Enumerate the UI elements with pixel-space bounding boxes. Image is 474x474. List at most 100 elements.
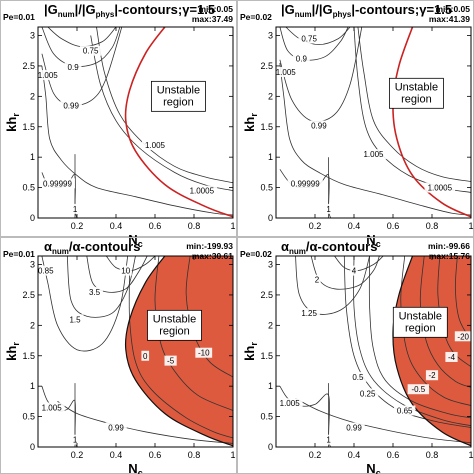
contour-label-7: 0.99999: [291, 179, 320, 188]
region-label-line-2: region: [163, 96, 194, 108]
y-tick-label-7: 3: [30, 31, 35, 41]
contour-label-bg: [79, 45, 102, 56]
contour-label-bg: [142, 140, 168, 151]
region-label-line-2: region: [159, 325, 190, 337]
unstable-region-fill: [392, 256, 471, 446]
region-label-box: [392, 306, 448, 338]
x-tick-label-4: 0.8: [426, 221, 439, 231]
contour-label-3: 0.99: [63, 101, 79, 110]
y-tick-label-3: 1: [268, 381, 273, 391]
y-tick-label-3: 1: [30, 152, 35, 162]
stability-boundary: [392, 27, 471, 218]
contour-label-7: 0.99999: [43, 179, 72, 188]
contour-label-bg: [276, 398, 303, 409]
x-tick-label-4: 0.8: [426, 450, 439, 460]
max-value: max:37.49: [192, 14, 233, 24]
contour-label-bg: [105, 422, 127, 433]
contour-label-bg: [360, 149, 387, 160]
contour-label-bg: [454, 331, 471, 342]
contour-line-2: [41, 27, 121, 67]
panel-title: αnum/α-contours: [281, 239, 377, 256]
x-axis-label: Nc: [366, 232, 380, 249]
contour-label-bg: [292, 53, 310, 64]
contour-label-2: 0.9: [68, 63, 80, 72]
contour-label-bg: [350, 265, 358, 276]
contour-label-3: 1.5: [69, 315, 81, 324]
contour-label-bg: [324, 203, 333, 214]
contour-label-bg: [349, 372, 367, 383]
x-tick-label-2: 0.4: [348, 221, 361, 231]
contour-label-bg: [287, 178, 323, 189]
contour-label-bg: [164, 355, 177, 366]
stability-boundary: [392, 256, 471, 447]
contour-label-2: 2: [315, 276, 320, 285]
y-tick-label-2: 0.5: [260, 183, 273, 193]
contour-label-10: -10: [198, 349, 210, 358]
contour-label-6: 1.0005: [190, 187, 215, 196]
x-axis-label: Nc: [366, 461, 380, 474]
panel-title: αnum/α-contours: [44, 239, 140, 256]
y-tick-label-6: 2.5: [260, 290, 273, 300]
contour-line-10: [400, 256, 471, 406]
y-tick-label-5: 2: [268, 320, 273, 330]
contour-line-3: [41, 27, 123, 107]
x-tick-label-1: 0.2: [71, 450, 84, 460]
region-label-box: [147, 309, 202, 341]
x-tick-label-5: 1: [468, 221, 473, 231]
contour-label-1: 0.75: [83, 47, 99, 56]
y-tick-label-1: 0: [268, 213, 273, 223]
contour-label-bg: [71, 434, 79, 445]
contour-label-bg: [186, 185, 218, 196]
contour-label-bg: [298, 33, 320, 44]
contour-label-bg: [64, 62, 82, 73]
y-tick-label-2: 0.5: [22, 412, 35, 422]
max-value: max:15.76: [429, 251, 470, 261]
max-value: max:30.61: [192, 251, 233, 261]
contour-label-bg: [343, 422, 365, 433]
plot-area: 103.51.50.850.991.00510-5-10Unstableregi…: [38, 256, 233, 447]
unstable-region-fill: [125, 256, 233, 446]
contour-label-8: 1: [326, 205, 331, 214]
plot-area: 4 2 1.25 0.99 1.005 1 0.5 0.25 0.65 -0.5-2 -4 -20 Un…: [276, 256, 471, 447]
contour-label-1: 10: [121, 267, 130, 276]
contour-line-4: [279, 62, 471, 216]
contour-label-bg: [394, 405, 416, 416]
min-value: min:-199.93: [186, 241, 233, 251]
contour-label-4: 0.99: [346, 424, 362, 433]
contour-label-bg: [39, 178, 76, 189]
contour-line-2: [279, 27, 349, 61]
contour-label-10: -0.5: [411, 385, 425, 394]
max-value: max:41.39: [429, 14, 470, 24]
panel-2: 0.75 0.9 0.99 1.005 1.005 1.0005 0.99999 1 Unsta…: [237, 0, 474, 249]
plot-area: 0.750.9 0.99 1.005 1.005 1.0005 0.99999 1 Unsta…: [38, 27, 233, 218]
x-tick-label-3: 0.6: [387, 450, 400, 460]
contour-line-4: [41, 256, 129, 352]
y-tick-label-2: 0.5: [22, 183, 35, 193]
y-axis-label: khr: [4, 113, 21, 132]
stability-boundary: [124, 256, 233, 447]
contour-label-6: 1: [326, 436, 331, 445]
y-tick-label-6: 2.5: [260, 61, 273, 71]
y-tick-label-4: 1.5: [22, 122, 35, 132]
y-tick-label-5: 2: [30, 320, 35, 330]
min-value: min:0.05: [436, 4, 471, 14]
x-axis-label: Nc: [128, 232, 142, 249]
contour-label-bg: [276, 67, 299, 78]
contour-line-8: [368, 256, 471, 419]
pe-label: Pe=0.01: [3, 249, 35, 259]
contour-label-bg: [60, 100, 82, 111]
contour-label-8: 0: [143, 352, 148, 361]
contour-label-6: 1.005: [42, 403, 63, 412]
y-tick-label-1: 0: [268, 442, 273, 452]
contour-line-6: [357, 27, 471, 182]
x-tick-label-1: 0.2: [309, 450, 322, 460]
panel-title: |Gnum|/|Gphys|-contours;γ=1.5: [281, 2, 452, 19]
region-label-line-1: Unstable: [153, 313, 196, 325]
contour-label-bg: [38, 402, 65, 413]
contour-label-7: 0.5: [352, 373, 364, 382]
plot-frame: [37, 255, 234, 448]
contour-line-1: [285, 27, 351, 46]
contour-label-9: -5: [167, 357, 175, 366]
y-tick-label-1: 0: [30, 442, 35, 452]
region-label-line-2: region: [405, 322, 436, 334]
